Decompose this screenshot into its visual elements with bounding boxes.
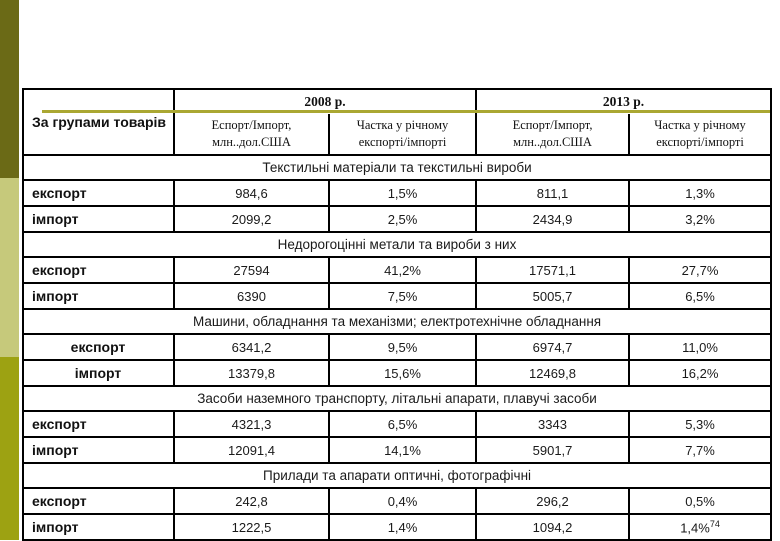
subheader-2008-share: Частка у річному експорті/імпорті	[327, 114, 478, 156]
value-cell: 1,4%	[327, 513, 478, 541]
value-cell: 2099,2	[173, 205, 330, 233]
section-2-import-row: імпорт 6390 7,5% 5005,7 6,5%	[22, 282, 773, 310]
value-cell: 16,2%	[628, 359, 773, 387]
value-cell: 6,5%	[628, 282, 773, 310]
corner-header-cell: За групами товарів	[22, 88, 175, 155]
value-cell: 1094,2	[475, 513, 631, 541]
row-label: експорт	[22, 256, 175, 284]
value-cell: 27,7%	[628, 256, 773, 284]
value-cell: 5,3%	[628, 410, 773, 438]
section-title: Недорогоцінні метали та вироби з них	[21, 231, 773, 258]
value-cell: 27594	[173, 256, 330, 284]
row-label: імпорт	[22, 513, 175, 541]
value-cell: 2434,9	[475, 205, 631, 233]
section-4-export-row: експорт 4321,3 6,5% 3343 5,3%	[22, 410, 773, 438]
value-cell: 12091,4	[173, 436, 330, 464]
section-title: Текстильні матеріали та текстильні вироб…	[21, 154, 773, 181]
section-3-export-row: експорт 6341,2 9,5% 6974,7 11,0%	[22, 333, 773, 361]
section-title: Прилади та апарати оптичні, фотографічні	[21, 462, 773, 489]
footnote-superscript: 74	[709, 518, 720, 529]
year-2008-header: 2008 р.	[172, 88, 478, 114]
value-cell: 984,6	[173, 179, 330, 207]
section-5-title-row: Прилади та апарати оптичні, фотографічні	[21, 462, 773, 489]
value-cell: 5901,7	[475, 436, 631, 464]
row-label: імпорт	[22, 205, 175, 233]
value-cell: 2,5%	[327, 205, 478, 233]
row-label: експорт	[22, 410, 175, 438]
value-cell: 4321,3	[173, 410, 330, 438]
row-label: експорт	[22, 179, 175, 207]
value-cell: 11,0%	[628, 333, 773, 361]
section-title: Машини, обладнання та механізми; електро…	[21, 308, 773, 335]
subheader-2013-share: Частка у річному експорті/імпорті	[628, 114, 773, 156]
section-4-title-row: Засоби наземного транспорту, літальні ап…	[21, 385, 773, 412]
section-2-title-row: Недорогоцінні метали та вироби з них	[21, 231, 773, 258]
accent-bar-bottom-segment	[0, 357, 19, 540]
row-label: імпорт	[22, 282, 175, 310]
value-cell: 0,5%	[628, 487, 773, 515]
year-header-row: За групами товарів 2008 р. 2013 р.	[22, 88, 773, 155]
section-1-import-row: імпорт 2099,2 2,5% 2434,9 3,2%	[22, 205, 773, 233]
header-accent-underline	[42, 110, 770, 113]
value-cell: 6,5%	[327, 410, 478, 438]
value-cell: 0,4%	[327, 487, 478, 515]
value-cell: 5005,7	[475, 282, 631, 310]
value-cell: 6341,2	[173, 333, 330, 361]
value-cell: 12469,8	[475, 359, 631, 387]
section-1-export-row: експорт 984,6 1,5% 811,1 1,3%	[22, 179, 773, 207]
row-label: імпорт	[22, 359, 175, 387]
section-3-title-row: Машини, обладнання та механізми; електро…	[21, 308, 773, 335]
value-cell: 13379,8	[173, 359, 330, 387]
value-cell: 14,1%	[327, 436, 478, 464]
subheader-row: Еспорт/Імпорт, млн..дол.США Частка у річ…	[23, 114, 773, 156]
year-2013-header: 2013 р.	[475, 88, 773, 114]
row-label: експорт	[22, 487, 175, 515]
accent-bar-top-segment	[0, 0, 19, 178]
section-1-title-row: Текстильні матеріали та текстильні вироб…	[21, 154, 773, 181]
section-5-import-row: імпорт 1222,5 1,4% 1094,2 1,4%74	[22, 513, 773, 541]
value-cell: 9,5%	[327, 333, 478, 361]
row-label: експорт	[22, 333, 175, 361]
value-cell: 17571,1	[475, 256, 631, 284]
value-cell: 242,8	[173, 487, 330, 515]
section-3-import-row: імпорт 13379,8 15,6% 12469,8 16,2%	[22, 359, 773, 387]
section-5-export-row: експорт 242,8 0,4% 296,2 0,5%	[22, 487, 773, 515]
value-cell: 41,2%	[327, 256, 478, 284]
value-cell: 6974,7	[475, 333, 631, 361]
value-cell: 1,5%	[327, 179, 478, 207]
subheader-2013-volume: Еспорт/Імпорт, млн..дол.США	[475, 114, 631, 156]
value-cell: 3343	[475, 410, 631, 438]
accent-bar-middle-segment	[0, 178, 19, 357]
left-accent-bar	[0, 0, 19, 540]
section-4-import-row: імпорт 12091,4 14,1% 5901,7 7,7%	[22, 436, 773, 464]
value-cell: 7,7%	[628, 436, 773, 464]
section-2-export-row: експорт 27594 41,2% 17571,1 27,7%	[22, 256, 773, 284]
section-title: Засоби наземного транспорту, літальні ап…	[21, 385, 773, 412]
value-cell: 3,2%	[628, 205, 773, 233]
row-label: імпорт	[22, 436, 175, 464]
subheader-2008-volume: Еспорт/Імпорт, млн..дол.США	[173, 114, 330, 156]
value-text: 1,4%	[680, 520, 710, 536]
value-cell: 296,2	[475, 487, 631, 515]
value-cell: 15,6%	[327, 359, 478, 387]
value-cell: 7,5%	[327, 282, 478, 310]
value-cell: 1222,5	[173, 513, 330, 541]
value-cell: 1,4%74	[628, 513, 773, 541]
value-cell: 811,1	[475, 179, 631, 207]
value-cell: 6390	[173, 282, 330, 310]
value-cell: 1,3%	[628, 179, 773, 207]
trade-data-table: За групами товарів 2008 р. 2013 р. Еспор…	[21, 88, 773, 541]
